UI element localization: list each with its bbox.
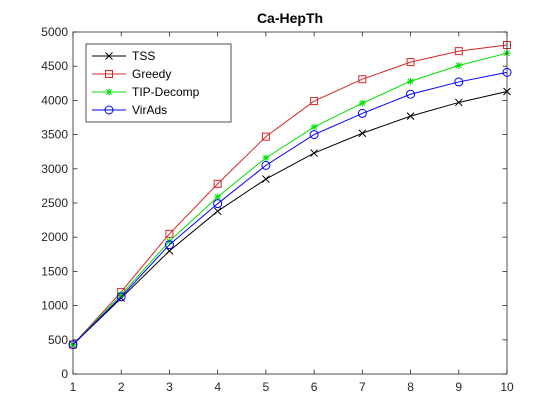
y-tick-label: 0 — [61, 367, 68, 381]
data-point-virads — [213, 199, 223, 209]
legend-label: Greedy — [132, 67, 171, 81]
x-tick-label: 7 — [359, 380, 366, 394]
series-layer — [68, 40, 512, 350]
y-tick-label: 3000 — [41, 162, 68, 176]
x-tick-label: 6 — [311, 380, 318, 394]
data-point-virads — [357, 108, 367, 118]
legend-label: TSS — [132, 49, 155, 63]
x-tick-label: 1 — [70, 380, 77, 394]
data-point-tip-decomp — [214, 193, 222, 201]
legend-marker — [105, 88, 113, 96]
y-tick-label: 4500 — [41, 59, 68, 73]
legend-item-greedy: Greedy — [92, 67, 171, 81]
legend-marker — [104, 105, 114, 115]
data-point-virads — [454, 77, 464, 87]
y-tick-label: 2000 — [41, 230, 68, 244]
data-point-tss — [310, 149, 318, 157]
data-point-greedy — [310, 97, 319, 106]
y-tick-label: 1000 — [41, 299, 68, 313]
series-line-tss — [72, 91, 508, 345]
y-tick-label: 2500 — [41, 196, 68, 210]
x-tick-label: 3 — [166, 380, 173, 394]
y-tick-label: 500 — [48, 333, 68, 347]
data-point-virads — [116, 292, 126, 302]
x-tick-label: 5 — [263, 380, 270, 394]
legend: TSS Greedy TIP-Decomp VirAds — [85, 43, 232, 123]
data-point-greedy — [454, 47, 463, 56]
x-tick-label: 10 — [500, 380, 514, 394]
series-line-tip-decomp — [72, 52, 508, 345]
series-line-virads — [72, 71, 508, 345]
data-point-greedy — [213, 179, 222, 188]
legend-marker — [105, 70, 113, 78]
series-tip-decomp — [69, 49, 511, 349]
x-tick-label: 9 — [455, 380, 462, 394]
data-point-tip-decomp — [310, 123, 318, 131]
legend-item-tss: TSS — [92, 49, 155, 63]
data-point-tss — [406, 112, 415, 120]
data-point-greedy — [261, 132, 270, 141]
data-point-virads — [309, 130, 319, 140]
legend-item-virads: VirAds — [92, 103, 167, 117]
axes-layer: 1 2 3 4 5 6 7 8 9 10 0 500 1000 1500 2000 2500 3000 3500 4… — [41, 25, 514, 394]
legend-label: TIP-Decomp — [132, 85, 200, 99]
data-point-greedy — [165, 229, 174, 238]
legend-item-tip-decomp: TIP-Decomp — [92, 85, 200, 99]
y-tick-label: 5000 — [41, 25, 68, 39]
chart-title: Ca-HepTh — [257, 10, 323, 26]
data-point-tip-decomp — [262, 154, 270, 162]
data-point-tip-decomp — [407, 77, 415, 85]
data-point-tss — [262, 175, 270, 183]
data-point-tip-decomp — [358, 99, 366, 107]
y-tick-label: 4000 — [41, 93, 68, 107]
x-tick-label: 8 — [407, 380, 414, 394]
data-point-greedy — [358, 75, 367, 84]
data-point-virads — [406, 89, 416, 99]
x-tick-label: 4 — [214, 380, 221, 394]
legend-label: VirAds — [132, 103, 167, 117]
y-tick-label: 3500 — [41, 128, 68, 142]
series-line-greedy — [72, 44, 508, 345]
data-point-tip-decomp — [455, 62, 463, 70]
data-point-virads — [261, 160, 271, 170]
data-point-virads — [164, 240, 174, 250]
x-tick-label: 2 — [118, 380, 125, 394]
legend-marker — [105, 52, 113, 60]
data-point-tss — [454, 98, 463, 107]
data-point-tss — [358, 129, 367, 138]
data-point-tss — [213, 207, 222, 216]
y-tick-label: 1500 — [41, 264, 68, 278]
data-point-greedy — [406, 58, 415, 67]
